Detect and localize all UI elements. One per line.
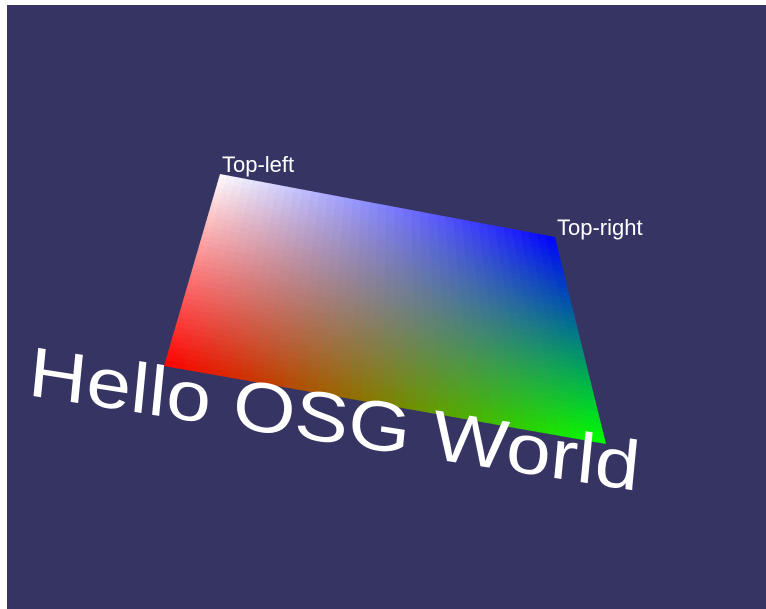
top-left-label: Top-left [222, 152, 294, 177]
gradient-quad [164, 174, 606, 444]
osg-viewport[interactable]: Top-left Top-right Hello OSG World [7, 5, 766, 609]
top-right-label: Top-right [557, 215, 643, 240]
scene-canvas: Top-left Top-right Hello OSG World [25, 152, 643, 507]
